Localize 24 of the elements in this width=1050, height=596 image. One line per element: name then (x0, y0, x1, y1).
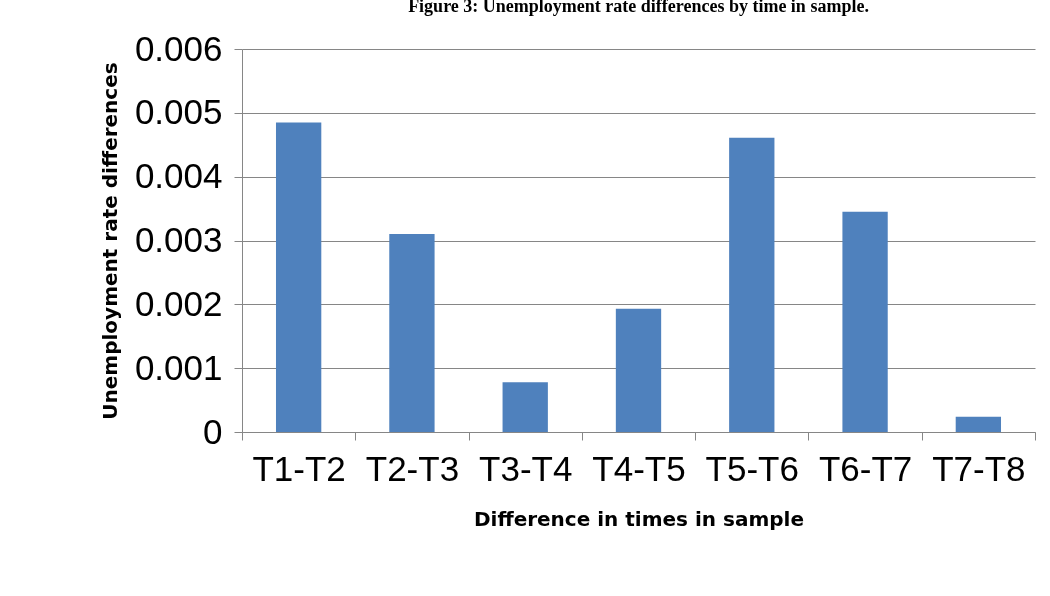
x-tick-label: T4-T5 (592, 448, 686, 488)
x-tick-label: T1-T2 (252, 448, 346, 488)
y-tick-label: 0.001 (134, 347, 223, 387)
y-tick-label: 0.006 (134, 28, 223, 68)
x-tick-label: T3-T4 (479, 448, 573, 488)
bar (955, 416, 1002, 432)
bar (729, 137, 775, 432)
y-tick-label: 0.004 (134, 156, 223, 196)
x-axis-title: Difference in times in sample (473, 506, 805, 531)
bar (615, 308, 662, 432)
y-tick-label: 0 (203, 411, 223, 451)
bar (842, 211, 888, 432)
y-tick-label: 0.002 (134, 283, 223, 323)
bar (275, 122, 322, 432)
x-tick-label: T6-T7 (818, 448, 913, 488)
x-tick-label: T7-T8 (932, 448, 1026, 488)
y-axis-title: Unemployment rate differences (97, 62, 122, 420)
x-tick-label: T2-T3 (365, 448, 460, 488)
chart-title: Figure 3: Unemployment rate differences by time in sample. (408, 0, 869, 16)
bar (502, 382, 548, 432)
y-tick-label: 0.003 (134, 220, 223, 259)
x-tick-label: T5-T6 (705, 448, 799, 488)
y-tick-label: 0.005 (134, 92, 223, 132)
bar (389, 234, 435, 432)
